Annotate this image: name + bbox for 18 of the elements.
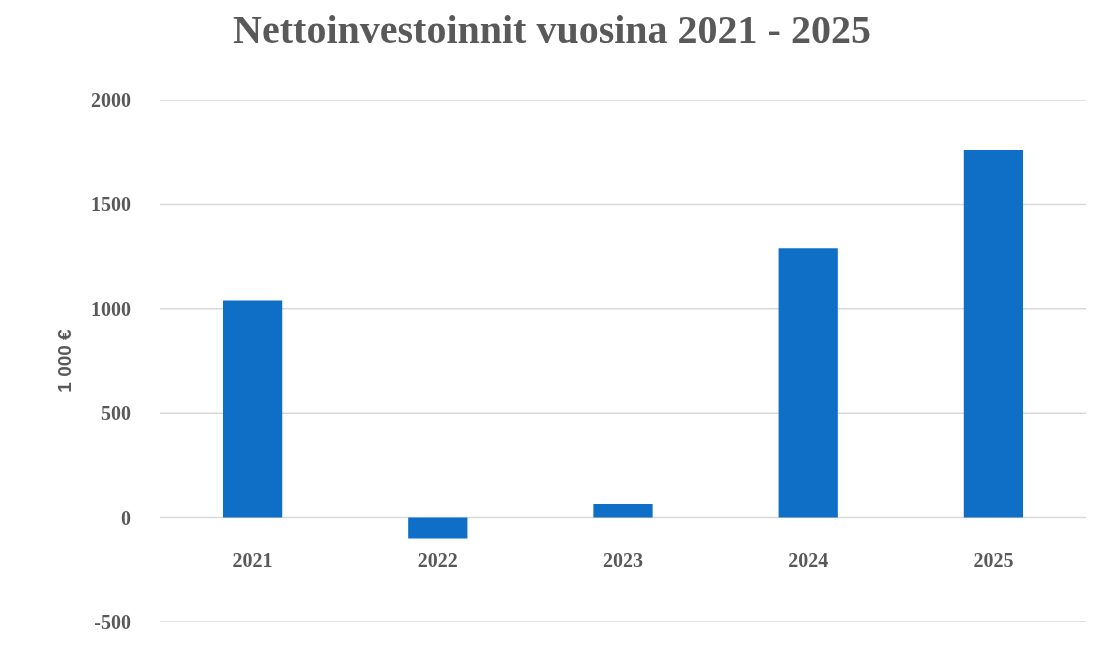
bar [408, 517, 468, 539]
y-tick-label: 2000 [91, 89, 131, 111]
x-tick-label: 2024 [788, 548, 829, 571]
bar [222, 300, 283, 518]
bar [963, 150, 1024, 518]
y-tick-label: 500 [101, 402, 131, 425]
x-tick-label: 2023 [603, 548, 643, 571]
bar [778, 248, 838, 518]
bar [593, 504, 653, 518]
x-tick-label: 2021 [232, 548, 273, 571]
y-axis-title: 1 000 € [53, 328, 75, 393]
x-tick-label: 2022 [417, 548, 458, 571]
y-tick-label: 0 [121, 506, 131, 529]
y-tick-label: 1000 [91, 297, 131, 320]
y-tick-label: -500 [94, 611, 131, 633]
y-tick-label: 1500 [91, 193, 131, 216]
chart-title: Nettoinvestoinnit vuosina 2021 - 2025 [233, 7, 871, 53]
x-tick-label: 2025 [973, 548, 1014, 571]
